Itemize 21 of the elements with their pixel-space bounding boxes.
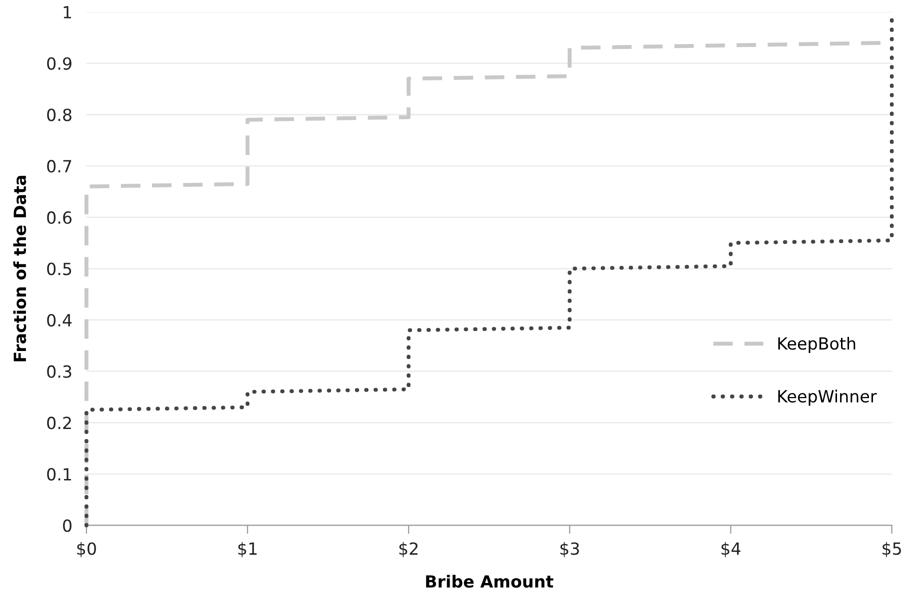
- y-tick-label: 0.4: [47, 314, 72, 327]
- x-tick-label: $1: [238, 542, 257, 558]
- y-tick-label: 0.9: [47, 57, 72, 70]
- x-tick-label: $0: [77, 542, 96, 558]
- y-tick-label: 0.3: [47, 365, 72, 378]
- y-axis-title: Fraction of the Data: [13, 176, 26, 362]
- y-tick-label: 0.2: [47, 416, 71, 430]
- x-tick-label: $2: [399, 542, 418, 558]
- legend-label: KeepWinner: [778, 390, 877, 406]
- y-tick-label: 1: [64, 6, 72, 18]
- legend-label: KeepBoth: [778, 336, 856, 353]
- y-tick-label: 0.5: [47, 262, 72, 276]
- y-tick-label: 0.7: [47, 160, 72, 173]
- x-tick-label: $4: [722, 542, 740, 558]
- y-tick-label: 0.6: [47, 211, 72, 224]
- x-tick-label: $3: [560, 542, 579, 558]
- x-axis-title: Bribe Amount: [426, 574, 554, 588]
- y-tick-label: 0: [63, 519, 72, 532]
- y-tick-label: 0.1: [47, 468, 72, 481]
- x-tick-label: $5: [882, 542, 901, 558]
- y-tick-label: 0.8: [47, 108, 72, 122]
